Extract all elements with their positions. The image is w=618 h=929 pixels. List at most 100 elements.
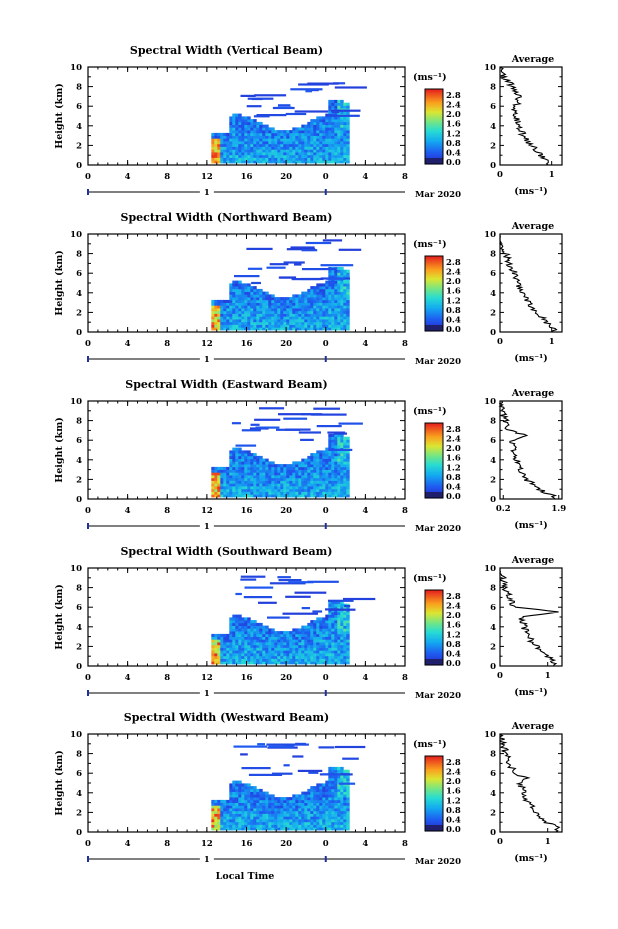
- heatmap-cell: [244, 321, 248, 325]
- heatmap-cell: [262, 480, 266, 484]
- heatmap-cell: [337, 283, 341, 287]
- heatmap-cell: [331, 299, 335, 303]
- heatmap-cell: [334, 130, 338, 134]
- heatmap-cell: [316, 146, 320, 150]
- heatmap-cell: [265, 794, 269, 798]
- heatmap-cell: [283, 799, 287, 803]
- heatmap-cell: [331, 791, 335, 795]
- heatmap-cell: [316, 480, 320, 484]
- heatmap-cell: [328, 146, 332, 150]
- colorbar-swatch: [425, 446, 443, 449]
- colorbar-swatch: [425, 652, 443, 655]
- heatmap-cell: [340, 152, 344, 156]
- colorbar-swatch: [425, 806, 443, 808]
- avg-y-tick-label: 2: [490, 808, 496, 818]
- y-tick-label: 2: [76, 141, 82, 151]
- heatmap-cell: [235, 319, 239, 323]
- heatmap-cell: [325, 475, 329, 479]
- heatmap-cell: [286, 327, 290, 331]
- heatmap-cell: [226, 321, 230, 325]
- heatmap-cell: [241, 622, 245, 626]
- heatmap-cell: [271, 294, 275, 298]
- colorbar-swatch: [425, 463, 443, 465]
- heatmap-cell: [235, 321, 239, 325]
- heatmap-cell: [316, 622, 320, 626]
- avg-y-tick-label: 8: [490, 250, 496, 260]
- heatmap-cell: [346, 777, 350, 781]
- heatmap-cell: [253, 138, 257, 142]
- avg-y-tick-label: 0: [490, 828, 496, 838]
- x-axis: 0 4 8 12 16 20 0 4 8: [85, 734, 408, 849]
- heatmap-cell: [235, 453, 239, 457]
- heatmap-cell: [259, 472, 263, 476]
- heatmap-cell: [331, 327, 335, 331]
- heatmap-cell: [313, 819, 317, 823]
- heatmap-cell: [304, 299, 308, 303]
- heatmap-cell: [337, 827, 341, 831]
- heatmap-cell: [325, 480, 329, 484]
- heatmap-cell: [243, 596, 273, 599]
- colorbar-swatch: [425, 92, 443, 95]
- heatmap-cell: [235, 283, 239, 287]
- heatmap-cell: [244, 639, 248, 643]
- heatmap-cell: [259, 477, 263, 481]
- heatmap-cell: [244, 805, 248, 809]
- heatmap-cell: [238, 327, 242, 331]
- heatmap-cell: [265, 824, 269, 828]
- heatmap-cell: [229, 636, 233, 640]
- heatmap-cell: [235, 633, 239, 637]
- heatmap-cell: [334, 745, 366, 749]
- day-label: 1: [204, 188, 210, 198]
- heatmap-cell: [250, 302, 254, 306]
- heatmap-cell: [322, 310, 326, 314]
- heatmap-cell: [283, 157, 287, 161]
- heatmap-cell: [301, 650, 305, 654]
- heatmap-cell: [304, 813, 308, 817]
- heatmap-cell: [265, 797, 269, 801]
- heatmap-cell: [304, 475, 308, 479]
- heatmap-cell: [316, 141, 320, 145]
- heatmap-cell: [346, 788, 350, 792]
- heatmap-cell: [247, 308, 251, 312]
- heatmap-cell: [304, 658, 308, 662]
- heatmap-cell: [280, 157, 284, 161]
- heatmap-cell: [328, 633, 332, 637]
- heatmap-cell: [253, 647, 257, 651]
- heatmap-cell: [310, 636, 314, 640]
- heatmap-cell: [256, 813, 260, 817]
- heatmap-cell: [274, 154, 278, 158]
- heatmap-cell: [223, 149, 227, 153]
- heatmap-cell: [331, 620, 335, 624]
- heatmap-cell: [346, 102, 350, 106]
- heatmap-cell: [274, 138, 278, 142]
- colorbar-tick-label: 0.8: [446, 640, 461, 650]
- heatmap-cell: [301, 152, 305, 156]
- heatmap-cell: [322, 655, 326, 659]
- heatmap-cell: [283, 813, 287, 817]
- avg-x-axis-label: (ms⁻¹): [514, 853, 548, 864]
- heatmap-cell: [328, 653, 332, 657]
- heatmap-cell: [319, 143, 323, 147]
- heatmap-cell: [256, 810, 260, 814]
- heatmap-cell: [304, 477, 308, 481]
- heatmap-cell: [286, 472, 290, 476]
- heatmap-cell: [304, 486, 308, 490]
- heatmap-cell: [256, 480, 260, 484]
- heatmap-cell: [286, 491, 290, 495]
- heatmap-cell: [331, 433, 335, 437]
- heatmap-cell: [283, 149, 287, 153]
- heatmap-cell: [262, 157, 266, 161]
- heatmap-cell: [232, 636, 236, 640]
- heatmap-cell: [229, 288, 233, 292]
- panel-5: Spectral Width (Westward Beam)0246810Hei…: [54, 711, 563, 867]
- heatmap-cell: [289, 310, 293, 314]
- heatmap-cell: [250, 324, 254, 328]
- heatmap-cell: [340, 477, 344, 481]
- heatmap-cell: [292, 294, 296, 298]
- heatmap-cell: [247, 631, 251, 635]
- heatmap-cell: [271, 135, 275, 139]
- heatmap-cell: [274, 305, 278, 309]
- heatmap-cell: [232, 824, 236, 828]
- heatmap-cell: [229, 149, 233, 153]
- colorbar-swatch: [425, 801, 443, 803]
